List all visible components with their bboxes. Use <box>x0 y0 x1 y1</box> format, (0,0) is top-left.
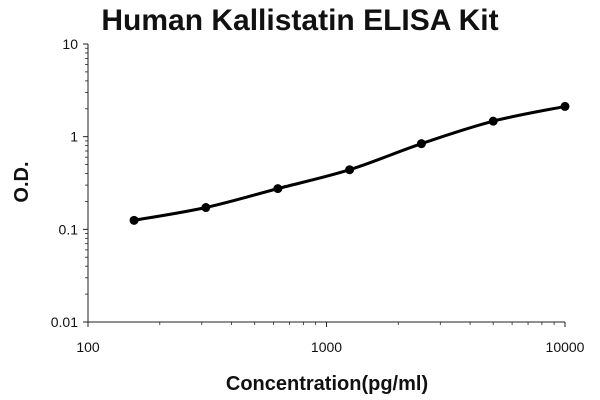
y-tick-label: 0.01 <box>51 314 78 330</box>
y-tick-label: 10 <box>62 36 78 52</box>
axes <box>87 44 565 323</box>
series-group <box>129 101 570 225</box>
x-tick-label: 1000 <box>311 339 342 355</box>
ticks: 0.01 0.1 1 10 100 1000 10000 <box>51 36 585 355</box>
data-point <box>560 101 570 111</box>
data-point <box>416 139 426 149</box>
y-tick-label: 0.1 <box>59 221 79 237</box>
series-line <box>132 104 567 222</box>
data-point <box>345 165 355 175</box>
x-tick-label: 100 <box>76 339 100 355</box>
data-point <box>488 116 498 126</box>
data-point <box>273 184 283 194</box>
data-point <box>201 203 211 213</box>
data-point <box>129 215 139 225</box>
x-tick-label: 10000 <box>546 339 585 355</box>
x-axis-label: Concentration(pg/ml) <box>226 373 428 395</box>
y-tick-label: 1 <box>70 129 78 145</box>
y-axis-label: O.D. <box>11 161 33 202</box>
chart-title: Human Kallistatin ELISA Kit <box>101 4 498 37</box>
